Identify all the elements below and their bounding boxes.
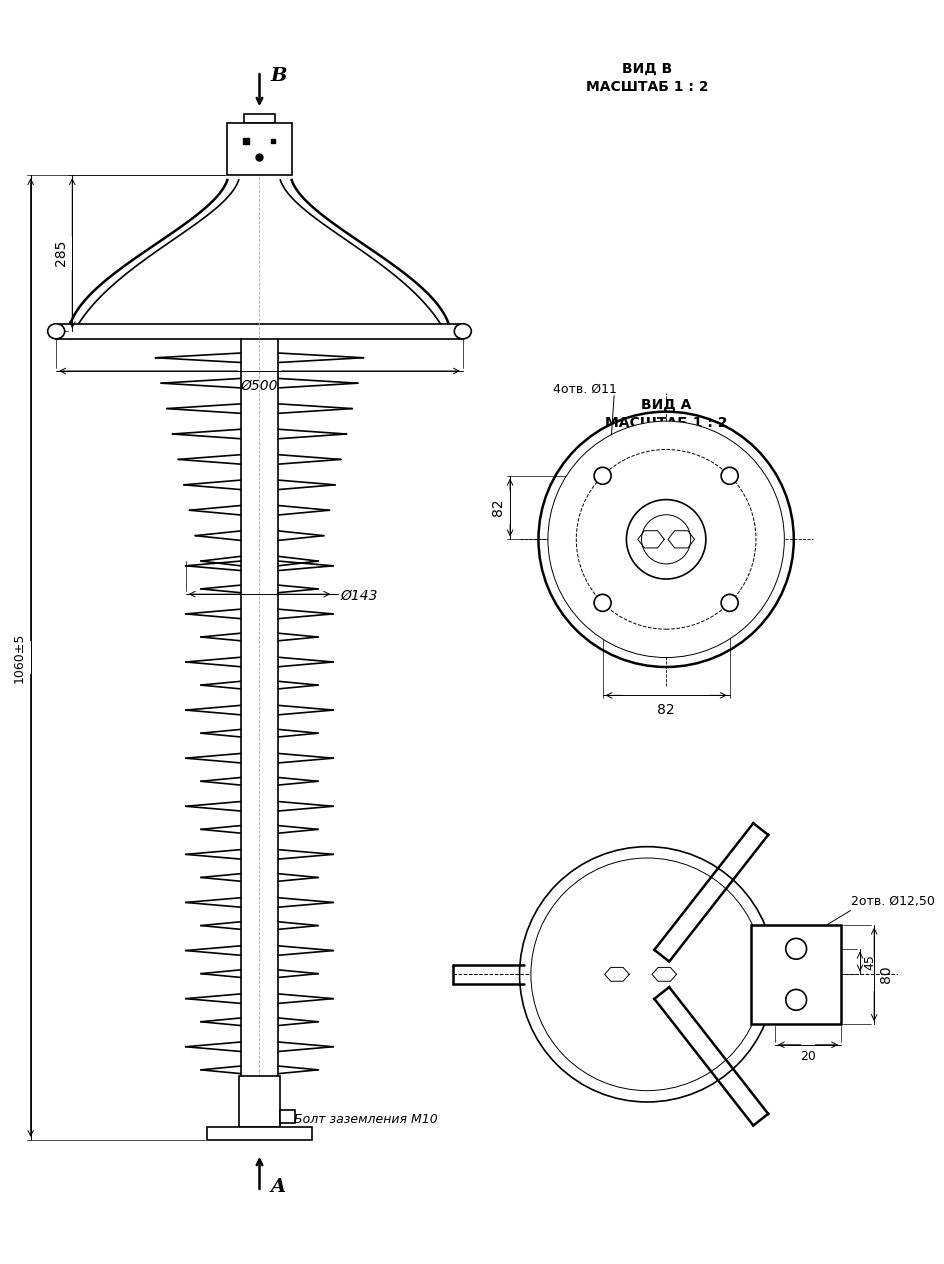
Text: 1060±5: 1060±5 <box>13 632 25 683</box>
Text: ВИД А
МАСШТАБ 1 : 2: ВИД А МАСШТАБ 1 : 2 <box>604 397 727 430</box>
Text: Ø143: Ø143 <box>341 589 378 603</box>
Text: 82: 82 <box>657 703 674 717</box>
Bar <box>750 925 840 1024</box>
Bar <box>208 1126 312 1140</box>
Text: 4отв. Ø11: 4отв. Ø11 <box>552 383 615 396</box>
Circle shape <box>531 858 763 1091</box>
Circle shape <box>519 847 774 1102</box>
Bar <box>239 1076 280 1126</box>
Circle shape <box>784 990 806 1010</box>
Text: A: A <box>271 1178 286 1196</box>
Text: Ø500: Ø500 <box>241 378 278 393</box>
Circle shape <box>784 938 806 959</box>
Circle shape <box>594 594 611 612</box>
Circle shape <box>720 468 737 484</box>
Bar <box>244 114 275 123</box>
Circle shape <box>548 421 784 657</box>
Text: 20: 20 <box>800 1050 815 1063</box>
Text: B: B <box>271 67 287 85</box>
Ellipse shape <box>454 324 471 339</box>
Ellipse shape <box>47 324 64 339</box>
Text: 80: 80 <box>878 966 892 983</box>
Circle shape <box>720 594 737 612</box>
Text: 2отв. Ø12,50: 2отв. Ø12,50 <box>850 895 934 908</box>
Circle shape <box>594 468 611 484</box>
Bar <box>280 1110 295 1122</box>
Bar <box>56 324 463 339</box>
Circle shape <box>538 412 793 667</box>
Circle shape <box>626 499 705 579</box>
Text: Болт заземления М10: Болт заземления М10 <box>295 1112 438 1125</box>
Text: ВИД В
МАСШТАБ 1 : 2: ВИД В МАСШТАБ 1 : 2 <box>585 62 708 94</box>
Circle shape <box>641 514 690 564</box>
Text: 82: 82 <box>491 499 505 517</box>
Text: 285: 285 <box>54 240 67 267</box>
Text: 45: 45 <box>863 953 876 969</box>
Bar <box>228 123 292 176</box>
